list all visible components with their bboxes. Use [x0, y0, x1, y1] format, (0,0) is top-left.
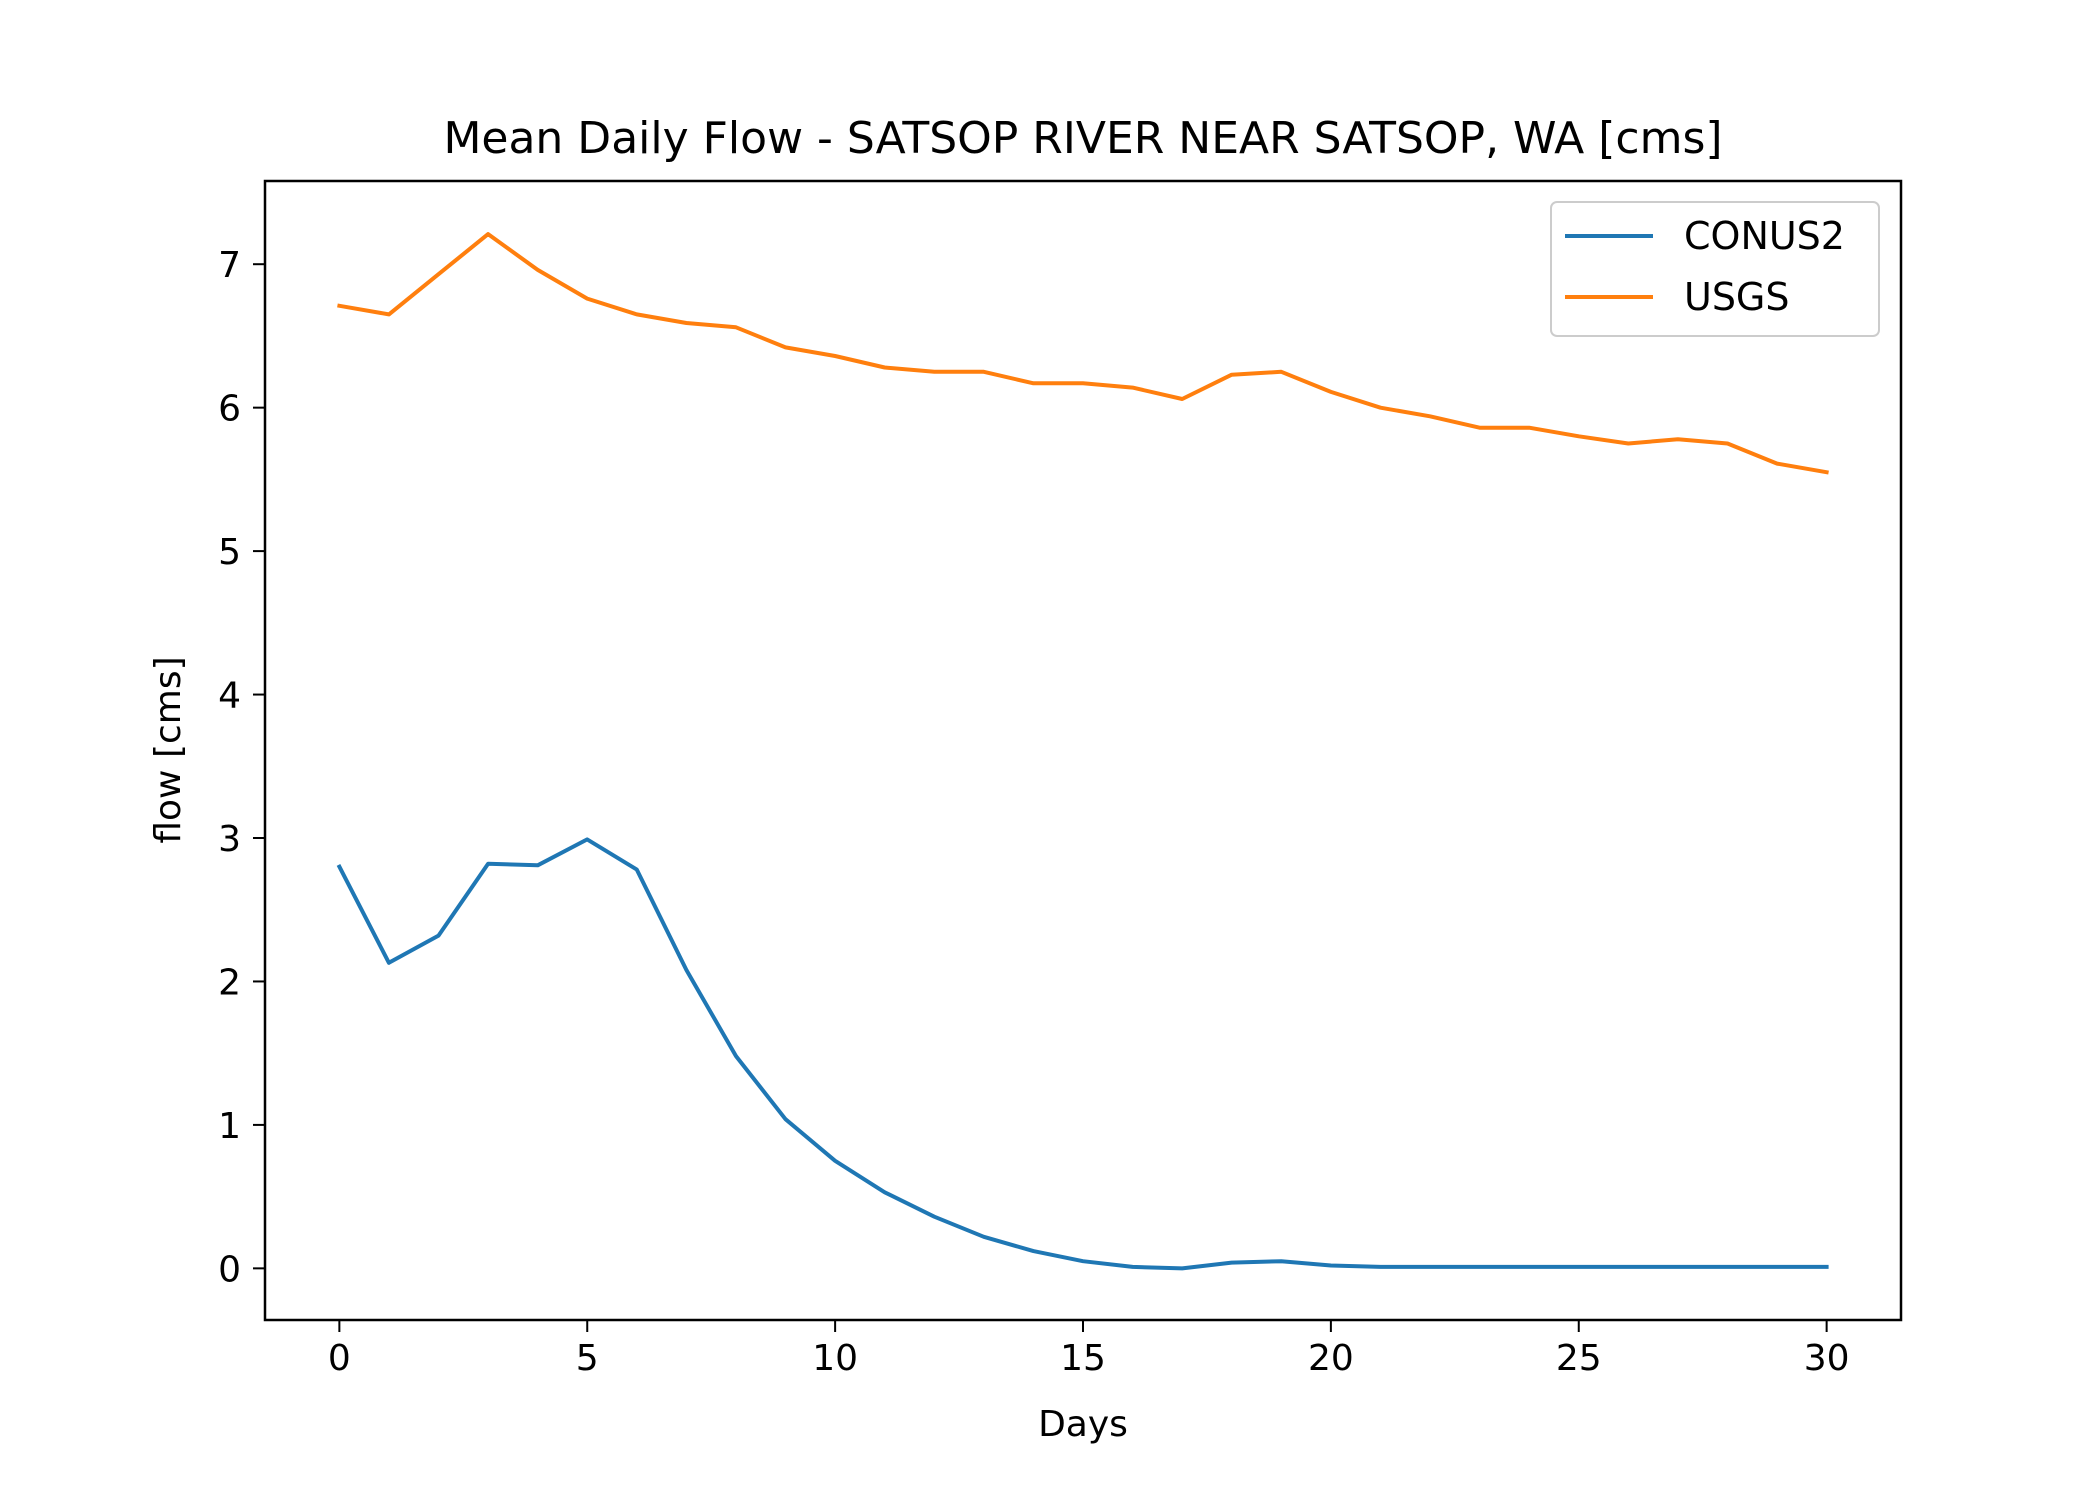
x-axis-label: Days [1038, 1404, 1128, 1445]
y-tick-label: 1 [218, 1106, 241, 1147]
x-tick-label: 30 [1804, 1338, 1850, 1379]
y-tick-label: 2 [218, 962, 241, 1003]
series-line-usgs [337, 232, 1829, 475]
y-axis: 0 1 2 3 4 5 6 7 [218, 245, 265, 1290]
series-line-conus2 [336, 837, 1829, 1271]
x-axis: 0 5 10 15 20 25 30 [328, 1320, 1850, 1379]
y-tick-label: 0 [218, 1249, 241, 1290]
x-tick-label: 20 [1308, 1338, 1354, 1379]
y-tick-label: 5 [218, 532, 241, 573]
y-tick-label: 4 [218, 676, 241, 717]
plot-area [336, 232, 1829, 1271]
axes-frame [263, 179, 1903, 1322]
x-tick-label: 0 [328, 1338, 351, 1379]
x-tick-label: 15 [1060, 1338, 1106, 1379]
x-tick-label: 25 [1556, 1338, 1602, 1379]
x-tick-label: 10 [812, 1338, 858, 1379]
legend: CONUS2 USGS [1550, 201, 1880, 337]
y-tick-label: 6 [218, 389, 241, 430]
y-axis-label: flow [cms] [148, 656, 189, 843]
legend-label-usgs: USGS [1684, 275, 1790, 319]
y-tick-label: 3 [218, 819, 241, 860]
chart-title: Mean Daily Flow - SATSOP RIVER NEAR SATS… [443, 113, 1722, 164]
legend-label-conus2: CONUS2 [1684, 214, 1845, 258]
y-tick-label: 7 [218, 245, 241, 286]
x-tick-label: 5 [576, 1338, 599, 1379]
